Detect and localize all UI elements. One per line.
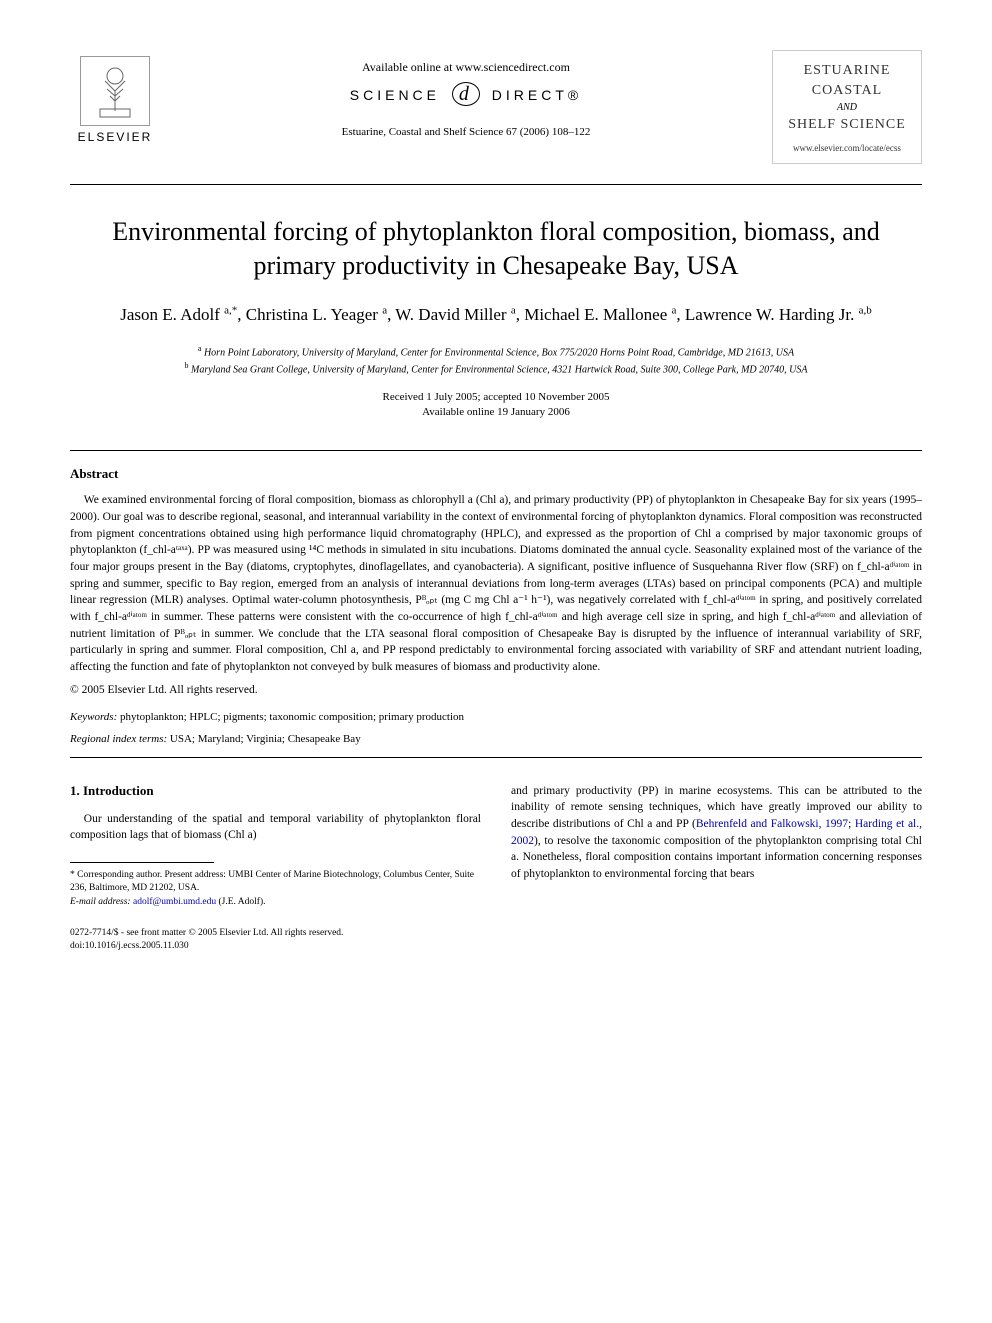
- abstract-heading: Abstract: [70, 466, 922, 482]
- journal-url: www.elsevier.com/locate/ecss: [778, 143, 916, 153]
- abstract-bottom-rule: [70, 757, 922, 758]
- authors-list: Jason E. Adolf a,*, Christina L. Yeager …: [70, 302, 922, 328]
- right-column: and primary productivity (PP) in marine …: [511, 783, 922, 954]
- regional-text: USA; Maryland; Virginia; Chesapeake Bay: [170, 733, 361, 745]
- introduction-heading: 1. Introduction: [70, 783, 481, 799]
- regional-terms-line: Regional index terms: USA; Maryland; Vir…: [70, 733, 922, 745]
- affiliation-a: Horn Point Laboratory, University of Mar…: [204, 347, 794, 358]
- left-column: 1. Introduction Our understanding of the…: [70, 783, 481, 954]
- footnote-rule: [70, 862, 214, 863]
- journal-and: AND: [778, 102, 916, 113]
- corresponding-text: * Corresponding author. Present address:…: [70, 869, 481, 896]
- abstract-body: We examined environmental forcing of flo…: [70, 492, 922, 675]
- affiliations: a Horn Point Laboratory, University of M…: [70, 343, 922, 378]
- journal-citation: Estuarine, Coastal and Shelf Science 67 …: [160, 126, 772, 138]
- footer-info: 0272-7714/$ - see front matter © 2005 El…: [70, 927, 481, 954]
- available-online-text: Available online at www.sciencedirect.co…: [160, 60, 772, 75]
- author-email[interactable]: adolf@umbi.umd.edu: [133, 897, 216, 907]
- online-date: Available online 19 January 2006: [70, 405, 922, 420]
- header-rule: [70, 184, 922, 185]
- elsevier-logo: ELSEVIER: [70, 50, 160, 150]
- science-direct-logo: SCIENCE d DIRECT®: [160, 83, 772, 106]
- footer-line1: 0272-7714/$ - see front matter © 2005 El…: [70, 927, 481, 940]
- corresponding-author-footnote: * Corresponding author. Present address:…: [70, 869, 481, 909]
- journal-logo-box: ESTUARINE COASTAL AND SHELF SCIENCE www.…: [772, 50, 922, 164]
- regional-label: Regional index terms:: [70, 733, 167, 745]
- intro-para-left: Our understanding of the spatial and tem…: [70, 811, 481, 844]
- elsevier-label: ELSEVIER: [78, 130, 153, 144]
- journal-name-line1: ESTUARINE: [778, 61, 916, 81]
- keywords-line: Keywords: phytoplankton; HPLC; pigments;…: [70, 711, 922, 723]
- journal-name-line3: SHELF SCIENCE: [778, 115, 916, 135]
- intro-para-right: and primary productivity (PP) in marine …: [511, 783, 922, 883]
- received-date: Received 1 July 2005; accepted 10 Novemb…: [70, 390, 922, 405]
- keywords-text: phytoplankton; HPLC; pigments; taxonomic…: [120, 711, 464, 723]
- sd-d-icon: d: [452, 82, 480, 106]
- citation-ref[interactable]: Behrenfeld and Falkowski, 1997: [696, 818, 848, 830]
- direct-text: DIRECT®: [492, 87, 582, 103]
- center-header: Available online at www.sciencedirect.co…: [160, 50, 772, 138]
- two-column-body: 1. Introduction Our understanding of the…: [70, 783, 922, 954]
- abstract-top-rule: [70, 450, 922, 451]
- email-label: E-mail address:: [70, 897, 131, 907]
- article-dates: Received 1 July 2005; accepted 10 Novemb…: [70, 390, 922, 421]
- article-title: Environmental forcing of phytoplankton f…: [70, 215, 922, 283]
- keywords-label: Keywords:: [70, 711, 117, 723]
- email-suffix: (J.E. Adolf).: [219, 897, 266, 907]
- abstract-copyright: © 2005 Elsevier Ltd. All rights reserved…: [70, 684, 922, 696]
- elsevier-tree-icon: [80, 56, 150, 126]
- footer-line2: doi:10.1016/j.ecss.2005.11.030: [70, 940, 481, 953]
- page-header: ELSEVIER Available online at www.science…: [70, 50, 922, 164]
- journal-name-line2: COASTAL: [778, 81, 916, 101]
- affiliation-b: Maryland Sea Grant College, University o…: [191, 365, 807, 376]
- science-text: SCIENCE: [350, 87, 440, 103]
